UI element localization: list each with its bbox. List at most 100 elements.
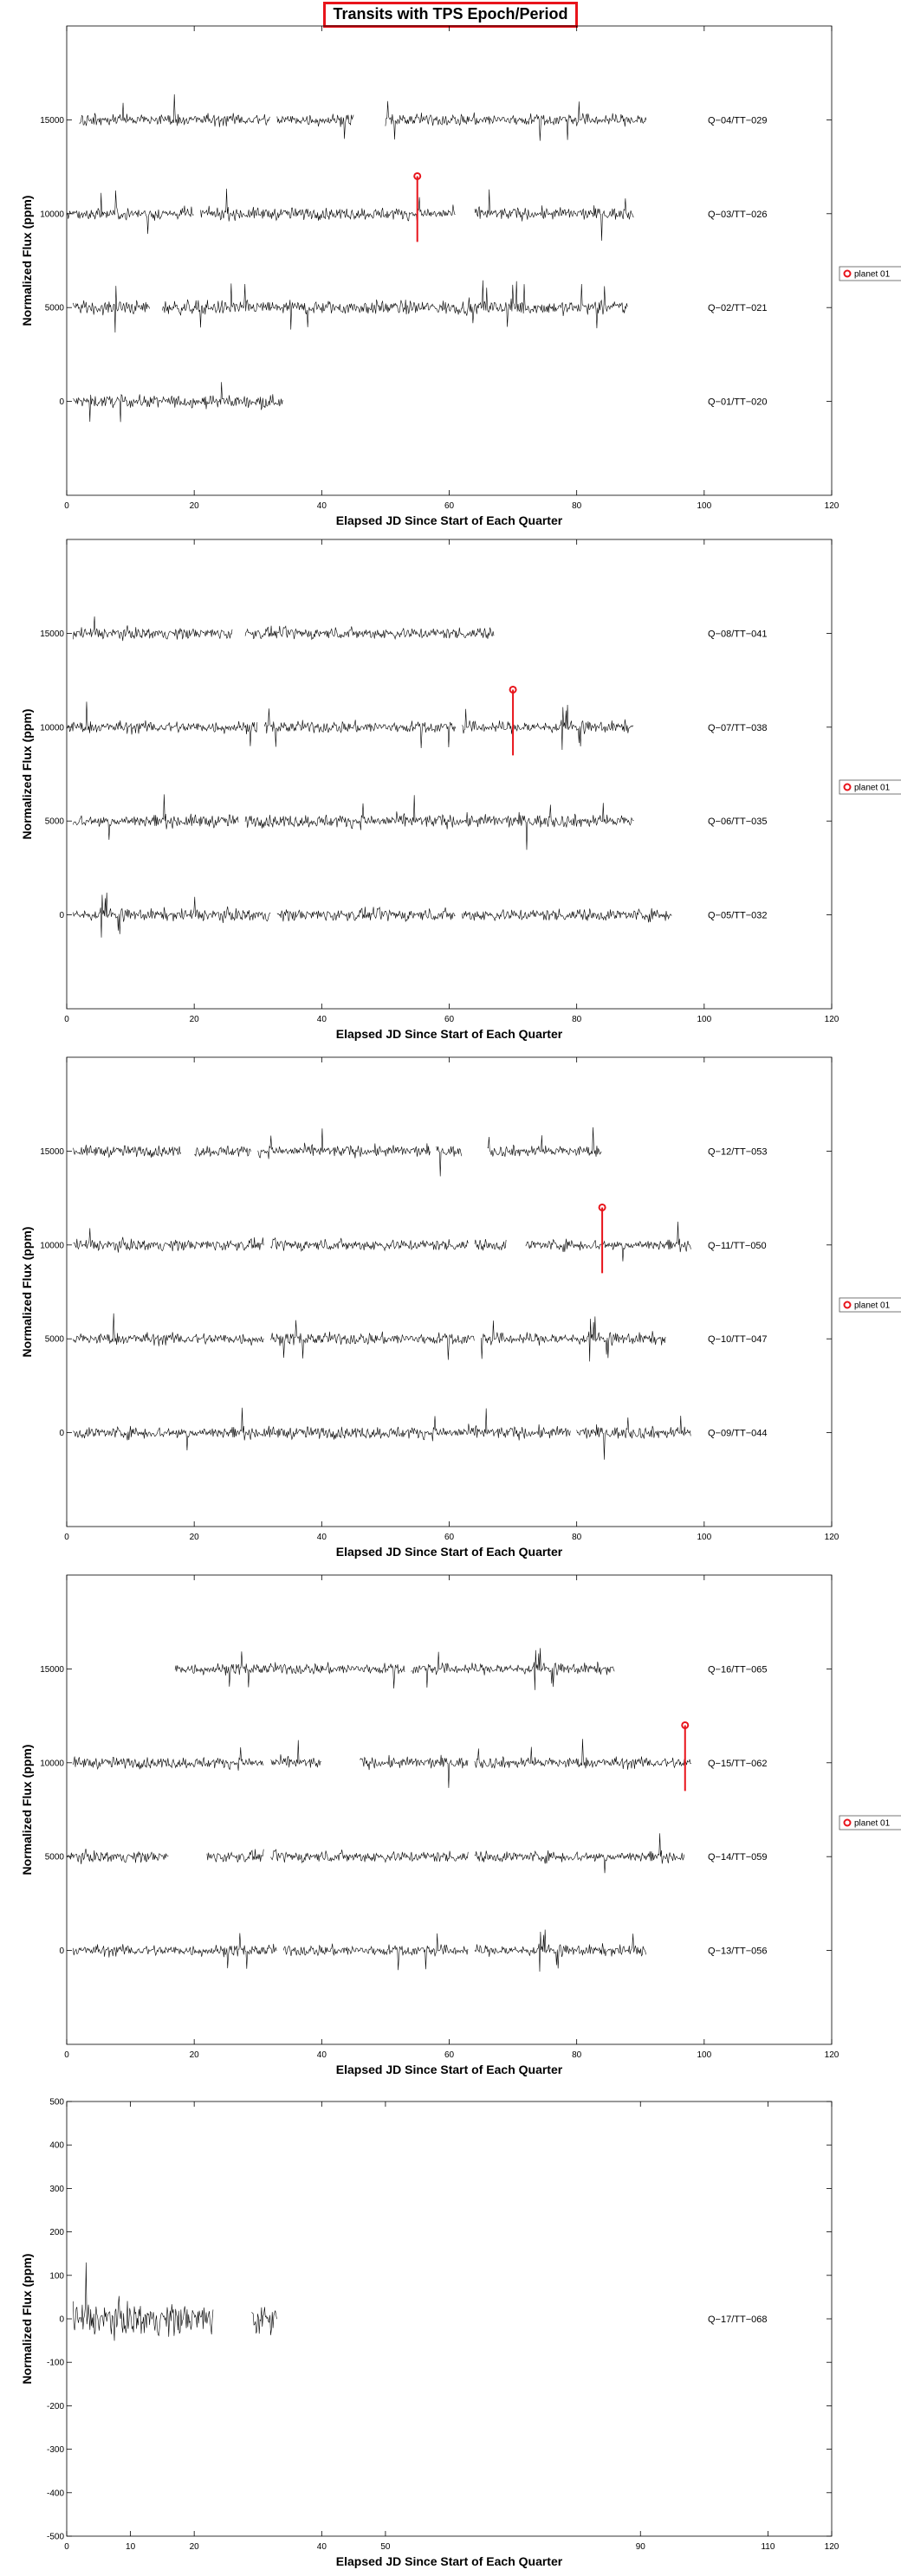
x-axis-label: Elapsed JD Since Start of Each Quarter bbox=[336, 513, 563, 527]
x-tick-label: 100 bbox=[697, 1015, 711, 1024]
x-tick-label: 60 bbox=[444, 501, 455, 511]
chart-panel-1: 0 20 40 60 80 100 120 0 5000 10000 15000 Elapsed JD… bbox=[20, 25, 901, 527]
x-tick-label: 0 bbox=[64, 2050, 69, 2060]
quarter-label: Q−13/TT−056 bbox=[708, 1947, 768, 1957]
x-tick-label: 120 bbox=[825, 1533, 839, 1542]
x-tick-label: 40 bbox=[317, 501, 327, 511]
x-tick-label: 120 bbox=[825, 2050, 839, 2060]
transit-marker-point bbox=[598, 1203, 606, 1211]
y-axis-label: Normalized Flux (ppm) bbox=[20, 196, 34, 326]
title-wrap: Transits with TPS Epoch/Period bbox=[0, 0, 901, 28]
flux-series-line bbox=[73, 616, 495, 642]
plot-frame bbox=[66, 1056, 833, 1527]
flux-series-line bbox=[73, 2262, 277, 2341]
flux-series-line bbox=[66, 188, 634, 241]
y-tick-label: 300 bbox=[49, 2185, 64, 2194]
legend-marker bbox=[843, 269, 852, 278]
x-tick-label: 10 bbox=[126, 2542, 136, 2552]
y-tick-label: 0 bbox=[59, 1947, 64, 1956]
flux-series-line bbox=[73, 1739, 691, 1788]
quarter-label: Q−04/TT−029 bbox=[708, 115, 768, 126]
y-tick-label: 10000 bbox=[40, 210, 64, 219]
y-tick-label: 5000 bbox=[45, 1335, 65, 1345]
x-tick-label: 110 bbox=[761, 2542, 775, 2552]
legend-marker bbox=[843, 1301, 852, 1309]
chart-panel-4: 0 20 40 60 80 100 120 0 5000 10000 15000 Elapsed JD… bbox=[20, 1574, 901, 2076]
x-tick-label: 40 bbox=[317, 2542, 327, 2552]
y-axis-label: Normalized Flux (ppm) bbox=[20, 1227, 34, 1358]
quarter-label: Q−07/TT−038 bbox=[708, 723, 768, 733]
chart-panel-3: 0 20 40 60 80 100 120 0 5000 10000 15000 Elapsed JD… bbox=[20, 1056, 901, 1559]
flux-series-line bbox=[73, 382, 283, 423]
flux-series-line bbox=[174, 1648, 615, 1690]
plot-frame bbox=[66, 539, 833, 1010]
flux-series-line bbox=[66, 1833, 685, 1874]
quarter-label: Q−03/TT−026 bbox=[708, 210, 768, 220]
x-tick-label: 80 bbox=[572, 501, 582, 511]
x-tick-label: 20 bbox=[190, 2050, 200, 2060]
x-tick-label: 50 bbox=[380, 2542, 391, 2552]
flux-series-line bbox=[73, 1313, 666, 1362]
y-tick-label: 10000 bbox=[40, 723, 64, 733]
quarter-label: Q−17/TT−068 bbox=[708, 2315, 768, 2325]
x-tick-label: 40 bbox=[317, 2050, 327, 2060]
y-tick-label: 5000 bbox=[45, 1853, 65, 1863]
y-tick-label: -500 bbox=[47, 2533, 64, 2542]
transit-marker-point bbox=[681, 1721, 690, 1729]
chart-panel-2: 0 20 40 60 80 100 120 0 5000 10000 15000 Elapsed JD… bbox=[20, 539, 901, 1041]
y-tick-label: 15000 bbox=[40, 116, 64, 126]
y-tick-label: 5000 bbox=[45, 304, 65, 313]
y-tick-label: 0 bbox=[59, 1429, 64, 1438]
x-tick-label: 40 bbox=[317, 1533, 327, 1542]
y-tick-label: -400 bbox=[47, 2489, 64, 2498]
quarter-label: Q−15/TT−062 bbox=[708, 1759, 768, 1769]
x-tick-label: 80 bbox=[572, 1533, 582, 1542]
legend-label: planet 01 bbox=[854, 270, 891, 280]
legend-box bbox=[839, 779, 901, 795]
quarter-label: Q−06/TT−035 bbox=[708, 817, 768, 827]
legend-label: planet 01 bbox=[854, 1819, 891, 1829]
x-tick-label: 20 bbox=[190, 1015, 200, 1024]
y-tick-label: 500 bbox=[49, 2098, 64, 2108]
y-tick-label: 400 bbox=[49, 2141, 64, 2151]
x-tick-label: 120 bbox=[825, 501, 839, 511]
plot-frame bbox=[66, 1574, 833, 2045]
x-axis-label: Elapsed JD Since Start of Each Quarter bbox=[336, 2063, 563, 2076]
y-tick-label: -100 bbox=[47, 2359, 64, 2368]
x-tick-label: 60 bbox=[444, 1533, 455, 1542]
y-axis-label: Normalized Flux (ppm) bbox=[20, 709, 34, 840]
y-tick-label: 0 bbox=[59, 2315, 64, 2325]
x-tick-label: 80 bbox=[572, 2050, 582, 2060]
y-tick-label: 5000 bbox=[45, 817, 65, 827]
x-tick-label: 60 bbox=[444, 1015, 455, 1024]
x-tick-label: 20 bbox=[190, 501, 200, 511]
chart-panel-5: 0 10 20 40 50 90 110 120 -500 -400 -300 -200 -100 0 10… bbox=[20, 2098, 839, 2569]
quarter-label: Q−14/TT−059 bbox=[708, 1852, 768, 1863]
x-axis-label: Elapsed JD Since Start of Each Quarter bbox=[336, 1545, 563, 1559]
flux-series-line bbox=[73, 1127, 602, 1177]
flux-series-line bbox=[73, 280, 628, 333]
flux-series-line bbox=[73, 1407, 691, 1460]
y-tick-label: 15000 bbox=[40, 629, 64, 639]
page-title: Transits with TPS Epoch/Period bbox=[323, 2, 578, 28]
y-tick-label: 15000 bbox=[40, 1665, 64, 1675]
y-tick-label: 100 bbox=[49, 2271, 64, 2281]
flux-series-line bbox=[79, 94, 647, 141]
legend-box bbox=[839, 1297, 901, 1313]
flux-series-line bbox=[66, 701, 634, 751]
flux-series-line bbox=[73, 1929, 647, 1972]
flux-series-line bbox=[73, 1221, 691, 1262]
x-tick-label: 60 bbox=[444, 2050, 455, 2060]
y-axis-label: Normalized Flux (ppm) bbox=[20, 1745, 34, 1876]
x-tick-label: 0 bbox=[64, 1015, 69, 1024]
y-tick-label: 0 bbox=[59, 911, 64, 920]
x-axis-label: Elapsed JD Since Start of Each Quarter bbox=[336, 1027, 563, 1041]
plot-frame bbox=[66, 25, 833, 496]
quarter-label: Q−05/TT−032 bbox=[708, 911, 768, 921]
x-tick-label: 80 bbox=[572, 1015, 582, 1024]
x-tick-label: 40 bbox=[317, 1015, 327, 1024]
legend-box bbox=[839, 1815, 901, 1830]
quarter-label: Q−16/TT−065 bbox=[708, 1664, 768, 1675]
y-tick-label: 15000 bbox=[40, 1147, 64, 1157]
